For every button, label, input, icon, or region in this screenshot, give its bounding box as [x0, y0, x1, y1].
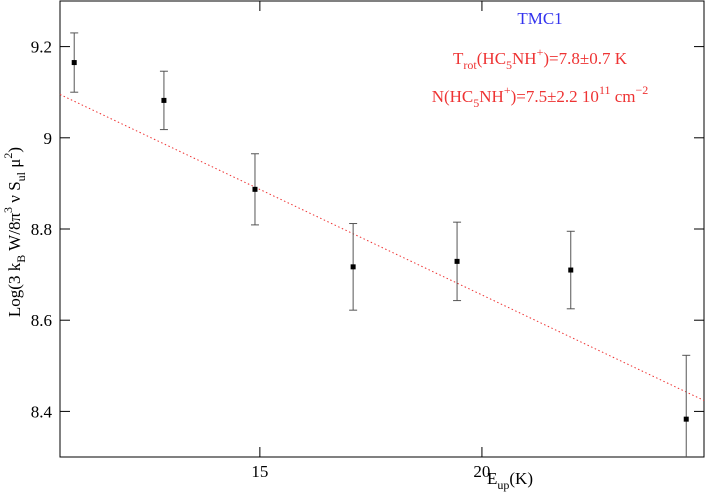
text-part: up: [497, 478, 509, 492]
text-part: NH: [512, 49, 537, 68]
text-part: B: [14, 255, 28, 263]
data-point: [252, 186, 258, 192]
text-part: rot: [463, 58, 477, 72]
data-point: [350, 264, 356, 270]
y-tick-label: 9: [44, 129, 53, 148]
text-part: (K): [509, 469, 533, 488]
text-part: 5: [473, 96, 479, 110]
data-point: [71, 60, 77, 66]
text-part: T: [453, 49, 464, 68]
annotation: N(HC5NH+)=7.5±2.2 1011 cm−2: [432, 83, 649, 110]
y-tick-label: 8.8: [31, 220, 52, 239]
data-layer: [70, 32, 691, 457]
text-part: N(HC: [432, 87, 474, 106]
x-axis-label: Eup(K): [487, 469, 533, 492]
data-point: [683, 416, 689, 422]
text-part: W/8π: [5, 213, 24, 255]
fit-line: [59, 94, 705, 401]
text-part: TMC1: [517, 9, 562, 28]
text-part: Log(3 k: [5, 262, 24, 317]
text-part: NH: [479, 87, 504, 106]
text-part: ): [5, 147, 24, 153]
text-part: 2: [1, 153, 15, 159]
y-tick-label: 8.4: [31, 402, 53, 421]
y-axis-label: Log(3 kB W/8π3 ν Sul μ2): [1, 147, 28, 317]
text-part: μ: [5, 159, 24, 172]
text-part: −2: [636, 83, 649, 97]
text-part: ν S: [5, 181, 24, 207]
text-part: (HC: [477, 49, 506, 68]
text-part: cm: [611, 87, 636, 106]
text-part: 3: [1, 207, 15, 213]
data-point: [568, 267, 574, 273]
data-point: [161, 97, 167, 103]
y-tick-label: 8.6: [31, 311, 52, 330]
text-part: E: [487, 469, 497, 488]
text-part: +: [504, 83, 511, 97]
text-part: ul: [14, 171, 28, 181]
text-part: 11: [599, 83, 611, 97]
text-part: +: [537, 45, 544, 59]
text-part: )=7.8±0.7 K: [543, 49, 627, 68]
text-part: 5: [506, 58, 512, 72]
text-part: )=7.5±2.2 10: [511, 87, 599, 106]
data-point: [454, 258, 460, 264]
annotation: TMC1: [517, 9, 562, 28]
annotation: Trot(HC5NH+)=7.8±0.7 K: [453, 45, 628, 72]
y-tick-label: 9.2: [31, 38, 52, 57]
x-tick-label: 15: [251, 462, 268, 481]
plot-frame: [59, 0, 705, 458]
x-tick-label: 20: [473, 462, 490, 481]
